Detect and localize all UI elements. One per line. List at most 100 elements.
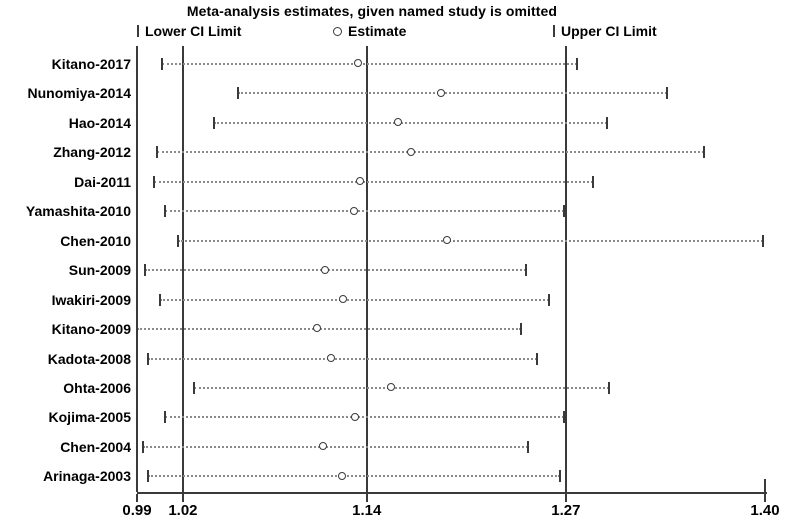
plot-left-frame [136,46,138,492]
ci-interval-dotted-line [153,180,594,183]
ci-interval-dotted-line [144,269,527,272]
lower-ci-tick [163,411,166,424]
upper-ci-tick [575,58,578,70]
lower-ci-tick [237,87,240,100]
upper-ci-tick [525,264,528,277]
upper-ci-tick [526,440,529,453]
reference-line-1.27 [564,46,567,492]
ci-interval-dotted-line [137,328,522,331]
lower-ci-tick [146,470,149,483]
x-axis-tick [136,494,138,502]
ci-interval-dotted-line [147,475,560,478]
x-axis-tick-label: 1.27 [551,502,581,519]
study-label: Hao-2014 [68,114,131,131]
x-axis-tick [181,494,184,502]
study-label: Chen-2010 [60,232,131,249]
estimate-marker [349,206,358,215]
lower-ci-tick [160,58,163,70]
estimate-marker [354,59,363,68]
lower-ci-tick [136,323,138,336]
estimate-marker [319,442,328,451]
study-label: Sun-2009 [68,262,131,279]
ci-interval-dotted-line [159,298,550,301]
ci-interval-dotted-line [193,386,609,389]
upper-ci-tick [606,116,609,129]
estimate-marker [406,147,415,156]
lower-ci-tick [158,293,161,306]
x-axis-tick [764,494,766,502]
estimate-marker [320,265,329,274]
upper-ci-tick [607,381,610,394]
upper-ci-tick [548,293,551,306]
lower-ci-tick [163,205,166,218]
estimate-marker [394,118,403,127]
lower-ci-tick [152,175,155,188]
ci-interval-dotted-line [161,63,577,65]
ci-interval-dotted-line [164,210,565,213]
upper-ci-tick [535,352,538,365]
upper-ci-tick [563,411,566,424]
lower-ci-tick [192,381,195,394]
upper-ci-tick [762,234,765,247]
study-label: Iwakiri-2009 [51,291,131,308]
legend-item-upper-ci: Upper CI Limit [553,22,657,40]
estimate-marker [437,88,446,97]
x-axis-line [137,492,767,494]
study-label: Dai-2011 [74,173,131,190]
lower-ci-tick [155,146,158,159]
x-axis-tick [564,494,567,502]
study-label: Kitano-2009 [51,321,131,338]
study-label: Nunomiya-2014 [27,85,131,102]
study-label: Ohta-2006 [63,379,131,396]
lower-ci-tick [212,116,215,129]
estimate-marker [356,177,365,186]
study-label: Arinaga-2003 [43,468,131,485]
ci-interval-dotted-line [213,121,608,124]
ci-interval-dotted-line [164,416,565,419]
upper-ci-tick [702,146,705,159]
study-label: Yamashita-2010 [25,203,131,220]
x-axis-tick-label: 1.40 [750,502,780,519]
upper-ci-tick-icon [553,25,555,37]
lower-ci-tick-icon [137,25,139,37]
reference-line-1.14 [365,46,368,492]
x-axis-right-cap [764,479,766,492]
study-label: Kadota-2008 [47,350,131,367]
study-label: Kojima-2005 [48,409,131,426]
study-label: Kitano-2017 [51,56,131,72]
estimate-marker [386,383,395,392]
estimate-marker [313,324,322,333]
estimate-marker [326,353,335,362]
x-axis-tick [365,494,368,502]
legend-label-upper-ci: Upper CI Limit [561,23,657,39]
estimate-marker [443,236,452,245]
upper-ci-tick [665,87,668,100]
ci-interval-dotted-line [238,92,667,95]
lower-ci-tick [142,440,145,453]
legend-label-lower-ci: Lower CI Limit [145,23,242,39]
x-axis-tick-label: 1.14 [352,502,382,519]
lower-ci-tick [146,352,149,365]
lower-ci-tick [177,234,180,247]
estimate-marker [351,412,360,421]
ci-interval-dotted-line [147,357,537,360]
study-label: Zhang-2012 [53,144,131,161]
ci-interval-dotted-line [143,445,528,448]
x-axis-tick-label: 1.02 [168,502,198,519]
legend-item-estimate: Estimate [333,22,406,40]
estimate-marker [337,471,346,480]
study-label: Chen-2004 [60,438,131,455]
x-axis-tick-label: 0.99 [122,502,152,519]
legend-label-estimate: Estimate [348,23,407,39]
estimate-marker [339,295,348,303]
upper-ci-tick [563,205,566,218]
ci-interval-dotted-line [156,151,704,154]
upper-ci-tick [520,323,523,336]
estimate-circle-icon [333,26,342,36]
legend-item-lower-ci: Lower CI Limit [137,22,241,40]
lower-ci-tick [143,264,146,277]
upper-ci-tick [592,175,595,188]
reference-line-1.02 [181,46,184,492]
